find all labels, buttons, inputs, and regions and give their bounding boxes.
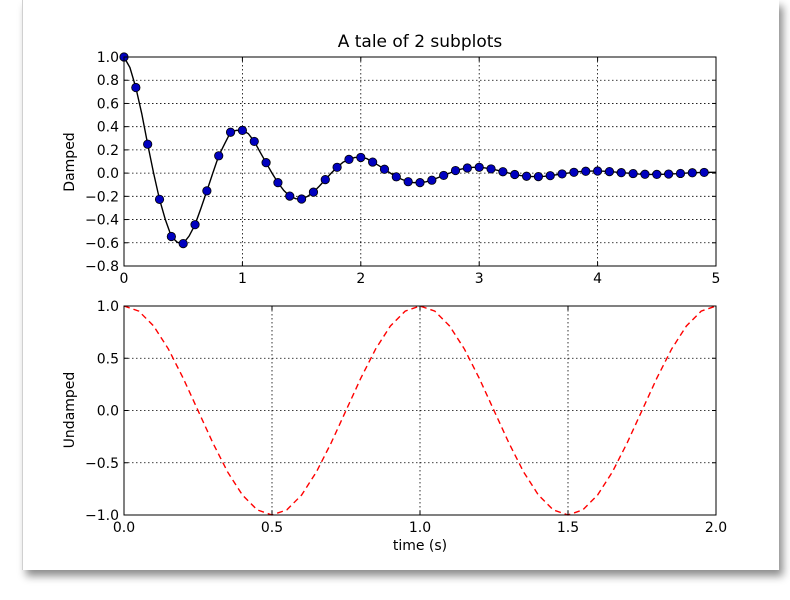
data-point-marker (450, 165, 461, 176)
data-point-marker (379, 164, 390, 174)
data-point-marker (486, 164, 496, 174)
data-point-marker (143, 139, 153, 149)
y-tick-label: −1.0 (85, 508, 119, 524)
data-point-marker (510, 169, 520, 180)
x-tick-label: 0.0 (113, 520, 135, 536)
data-point-marker (628, 168, 638, 179)
data-point-marker (332, 162, 342, 172)
data-point-marker (308, 187, 319, 197)
y-tick-label: −0.4 (85, 213, 119, 229)
data-point-marker (368, 157, 378, 167)
y-tick-label: −0.8 (85, 259, 119, 275)
data-point-marker (557, 169, 567, 179)
data-point-marker (521, 171, 532, 181)
data-point-marker (237, 125, 247, 135)
data-point-marker (604, 167, 615, 177)
data-point-marker (249, 136, 259, 147)
x-tick-label: 2 (356, 271, 365, 287)
y-axis-label-undamped: Undamped (62, 372, 78, 449)
data-point-marker (178, 238, 188, 249)
data-point-marker (356, 152, 366, 163)
data-point-marker (439, 170, 449, 181)
x-tick-label: 1 (238, 271, 247, 287)
data-point-marker (166, 231, 176, 242)
data-point-marker (285, 191, 295, 201)
data-point-marker (498, 167, 508, 177)
data-point-marker (687, 168, 697, 178)
x-tick-label: 3 (475, 271, 484, 287)
x-axis-label: time (s) (393, 538, 447, 554)
data-point-marker (427, 175, 437, 185)
series-line (123, 56, 716, 245)
data-point-marker (533, 171, 544, 182)
data-point-marker (261, 158, 271, 168)
data-point-marker (640, 169, 650, 179)
subplot-undamped: 0.0 0.5 1.0 1.5 2.0 −1.0 −0.5 0.0 0.5 1.0 (85, 299, 727, 536)
y-tick-label: −0.6 (85, 236, 119, 252)
data-point-marker (214, 151, 224, 161)
y-tick-label: 0.2 (97, 143, 119, 159)
data-point-marker (225, 127, 236, 137)
data-point-marker (462, 163, 472, 173)
y-tick-label: 0.0 (97, 404, 119, 420)
data-point-marker (320, 175, 330, 185)
data-point-marker (569, 167, 579, 177)
x-tick-label: 2.0 (705, 520, 727, 536)
data-point-marker (474, 162, 484, 172)
y-axis-label-damped: Damped (62, 132, 78, 191)
data-point-marker (296, 194, 307, 204)
x-tick-label: 4 (593, 271, 602, 287)
chart-title: A tale of 2 subplots (338, 32, 503, 52)
y-tick-label: 0.4 (97, 120, 119, 136)
y-tick-label: 0.5 (97, 351, 119, 367)
data-point-marker (202, 186, 212, 196)
y-tick-label: 1.0 (97, 50, 119, 66)
figure-frame: A tale of 2 subplots 0 1 2 3 4 5 −0.8 −0.6 −0.4 −… (22, 0, 779, 570)
x-tick-label: 0.5 (261, 520, 283, 536)
y-tick-label: 0.0 (97, 166, 119, 182)
data-point-marker (581, 166, 591, 176)
data-point-marker (273, 178, 283, 188)
data-point-marker (344, 154, 354, 165)
data-point-marker (131, 82, 141, 93)
y-tick-label: −0.5 (85, 456, 119, 472)
data-point-marker (652, 169, 662, 179)
y-tick-label: 0.8 (97, 73, 119, 89)
data-point-marker (545, 171, 555, 181)
data-point-marker (154, 194, 165, 204)
y-tick-label: −0.2 (85, 189, 119, 205)
data-point-marker (415, 178, 425, 188)
subplot-damped: 0 1 2 3 4 5 −0.8 −0.6 −0.4 −0.2 0.0 0.2 0.4 0.6 0.8 1.0 (85, 50, 720, 287)
data-point-marker (592, 166, 603, 176)
data-point-marker (675, 168, 686, 179)
x-tick-label: 0 (120, 271, 129, 287)
data-point-marker (664, 169, 674, 179)
data-point-marker (391, 172, 401, 182)
y-tick-label: 0.6 (97, 96, 119, 112)
y-tick-label: 1.0 (97, 299, 119, 315)
axes-frame (123, 56, 717, 267)
x-tick-label: 1.0 (409, 520, 431, 536)
data-point-marker (616, 168, 626, 178)
data-point-marker (403, 177, 413, 187)
x-tick-label: 1.5 (557, 520, 579, 536)
data-point-marker (190, 220, 200, 230)
data-point-marker (699, 167, 709, 178)
x-tick-label: 5 (712, 271, 721, 287)
chart-figure: A tale of 2 subplots 0 1 2 3 4 5 −0.8 −0.6 −0.4 −… (62, 32, 727, 554)
